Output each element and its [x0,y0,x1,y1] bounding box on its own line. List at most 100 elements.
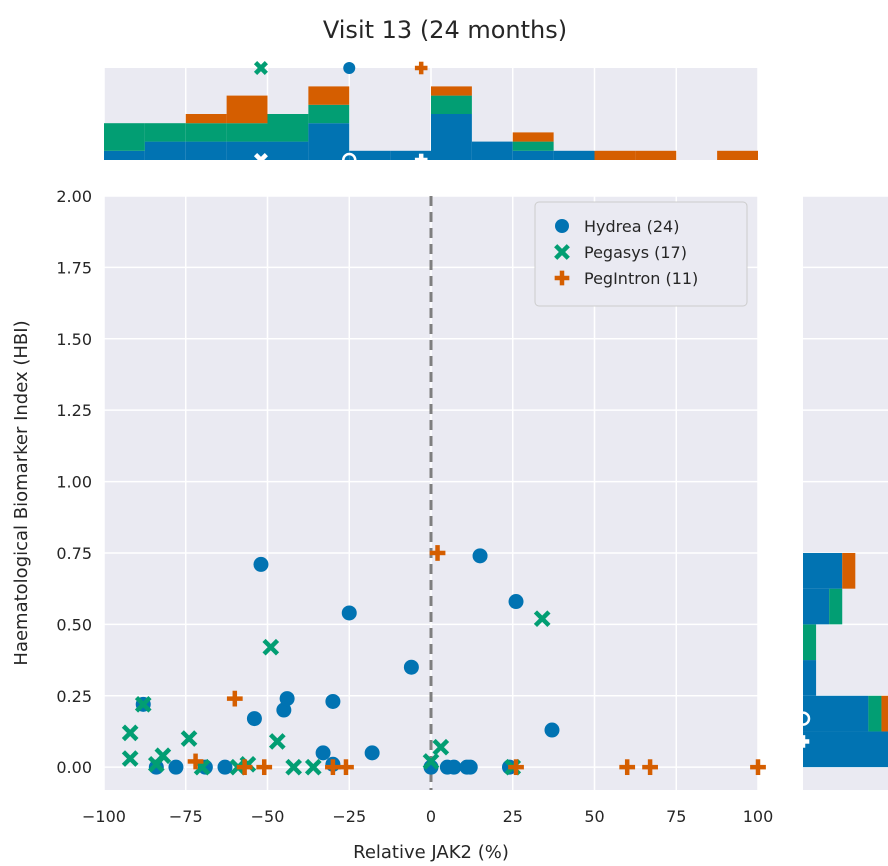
top-histogram-bars [104,86,758,160]
top-histogram-bar [267,114,309,142]
top-histogram-bar [431,95,472,114]
x-tick-label: −100 [82,807,126,826]
top-histogram-bar [185,123,227,142]
data-point [168,759,184,775]
right-median-marker [795,711,811,726]
data-point [544,722,560,738]
data-point [642,759,658,776]
y-tick-label: 1.75 [56,258,92,277]
y-tick-label: 1.50 [56,330,92,349]
y-tick-label: 2.00 [56,187,92,206]
x-tick-label: 50 [584,807,604,826]
data-point [217,759,233,775]
data-point [472,548,488,564]
data-point [256,759,273,776]
top-median-marker [342,152,357,168]
top-histogram-bar [144,123,186,142]
top-histogram [103,61,759,168]
data-point [338,759,354,776]
x-tick-labels: −100 −75 −50 −25 0 25 50 75 100 [82,807,773,826]
x-tick-label: 0 [426,807,436,826]
y-tick-labels: 0.00 0.25 0.50 0.75 1.00 1.25 1.50 1.75 2.00 [56,187,92,777]
data-point [134,695,152,713]
legend-label: PegIntron (11) [584,269,698,288]
right-histogram-bars [803,552,888,768]
y-tick-label: 0.00 [56,758,92,777]
legend-label: Pegasys (17) [584,243,687,262]
legend-marker [555,219,569,233]
x-tick-label: 75 [666,807,686,826]
top-median-marker [414,61,428,75]
legend: Hydrea (24) Pegasys (17) PegIntron (11) [534,201,748,307]
top-median-marker [253,153,268,167]
data-point [279,691,295,707]
x-tick-label: −25 [332,807,366,826]
data-point [364,745,380,761]
data-point [403,659,419,675]
x-tick-label: 25 [503,807,523,826]
top-median-marker [253,61,268,75]
data-point [276,702,292,718]
data-point [432,738,450,756]
y-tick-label: 1.25 [56,401,92,420]
right-histogram-bar [803,552,843,589]
top-histogram-medians [253,61,428,168]
data-point [429,545,446,561]
data-point [285,758,303,776]
data-point [422,753,440,770]
x-tick-label: 100 [743,807,774,826]
top-histogram-bar [431,114,472,160]
y-tick-label: 0.50 [56,615,92,634]
data-point [325,693,341,709]
right-histogram-background [803,196,888,790]
right-histogram-bar [803,731,888,768]
data-point [462,759,478,775]
top-histogram-bar [390,150,431,160]
data-point [236,759,253,776]
top-histogram-bar [431,86,472,96]
data-point [154,747,172,765]
data-point [341,605,357,621]
data-point [262,638,280,656]
plot-grid [103,195,759,790]
top-histogram-bar [185,114,227,124]
data-point [180,730,198,747]
top-histogram-bar [512,141,554,151]
x-tick-label: −50 [251,807,285,826]
data-point [315,745,331,761]
right-histogram-bar [803,660,817,696]
top-histogram-bar [717,150,758,160]
top-histogram-bar [635,150,677,160]
right-histogram-bar [803,624,817,661]
data-point [121,724,139,742]
data-point [304,758,322,776]
top-histogram-bar [267,141,309,160]
top-histogram-bar [308,86,350,105]
top-median-marker [414,153,428,167]
legend-box [534,201,748,307]
top-histogram-bar [308,104,350,124]
top-histogram-bar [349,150,391,160]
y-axis-label: Haematological Biomarker Index (HBI) [11,320,32,665]
legend-marker [554,270,570,286]
data-point [226,690,243,707]
right-histogram-bar [803,588,830,625]
y-tick-label: 1.00 [56,473,92,492]
data-point [508,759,524,776]
top-histogram-bar [594,150,636,160]
y-tick-label: 0.25 [56,687,92,706]
right-histogram-bar [868,695,882,732]
right-histogram-medians [795,711,811,748]
right-histogram-bar [842,552,856,589]
legend-marker [554,244,570,260]
top-histogram-bar [104,123,145,151]
data-point [121,750,139,767]
right-histogram-bar [829,588,843,625]
data-point [750,759,766,776]
data-point [619,759,636,776]
data-point [508,594,524,610]
right-histogram-bar [803,695,869,732]
y-tick-label: 0.75 [56,544,92,563]
right-histogram [795,195,888,790]
